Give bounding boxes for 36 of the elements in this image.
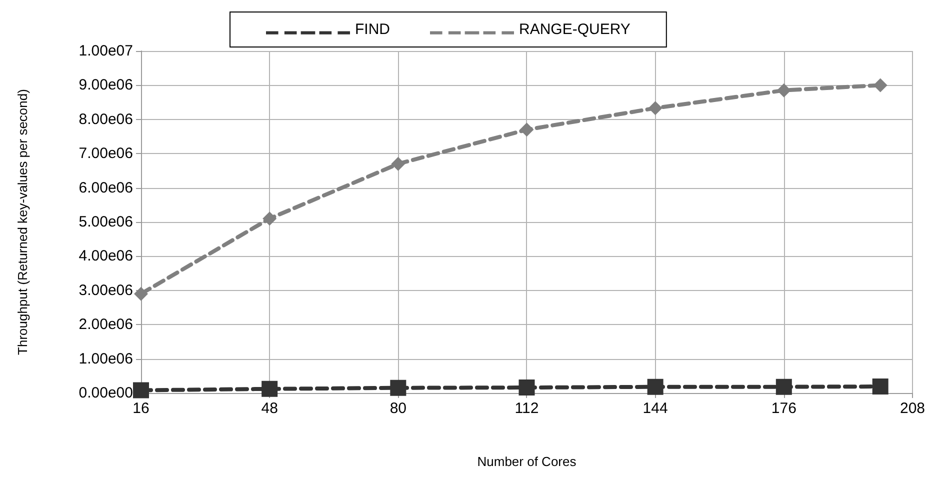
point [390,380,406,396]
x-tick-label: 112 [514,400,539,417]
point [647,378,664,395]
point [134,286,148,301]
y-tick-label: 2.00e06 [78,316,133,334]
legend-label: RANGE-QUERY [518,21,630,38]
y-tick-label: 1.00e06 [78,350,133,368]
y-tick-label: 4.00e06 [78,248,133,265]
point [262,380,278,397]
y-tick-label: 6.00e06 [78,179,133,196]
y-tick-label: 8.00e06 [78,110,133,128]
x-tick-label: 16 [132,400,150,417]
point [873,78,888,92]
point [776,378,792,395]
y-axis-title: Throughput (Returned key-values per second) [15,89,30,355]
y-tick-label: 9.00e06 [78,76,133,94]
x-tick-label: 144 [642,400,668,417]
x-tick-label: 176 [771,400,796,417]
y-tick-label: 0.00e00 [78,384,133,402]
legend-label: FIND [355,21,390,38]
point [518,380,535,396]
point [391,156,406,171]
point [776,83,791,98]
point [872,378,888,394]
y-tick-label: 1.00e07 [78,42,133,60]
y-tick-label: 7.00e06 [78,145,133,162]
point [648,101,662,116]
x-tick-label: 80 [390,400,407,417]
x-axis-title: Number of Cores [477,454,577,469]
point [520,122,534,137]
y-tick-label: 5.00e06 [78,214,133,230]
y-tick-label: 3.00e06 [78,282,133,299]
point [133,382,149,398]
point [262,212,277,226]
x-tick-label: 208 [900,400,925,417]
x-tick-label: 48 [261,400,278,417]
